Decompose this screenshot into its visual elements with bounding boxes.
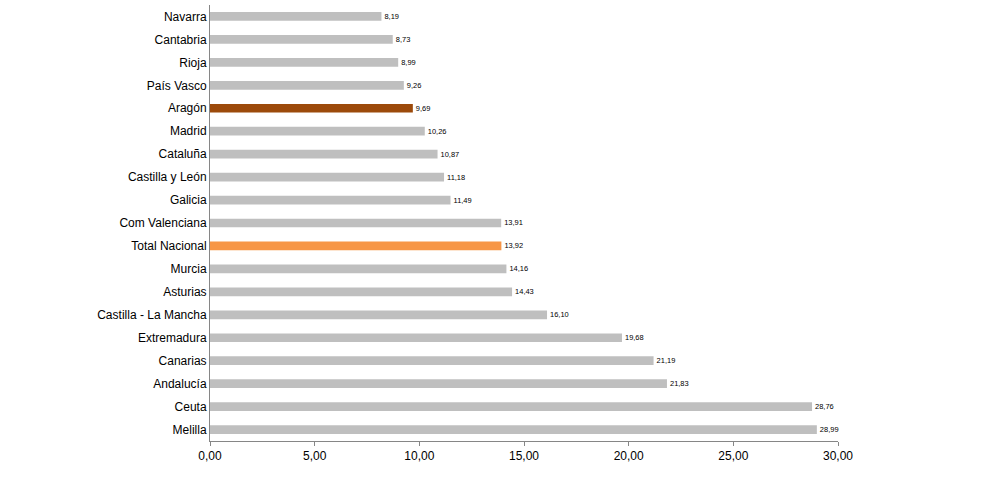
- svg-text:Cantabria: Cantabria: [155, 33, 207, 47]
- svg-text:10,87: 10,87: [441, 150, 460, 159]
- svg-text:0,00: 0,00: [198, 449, 222, 463]
- svg-text:10,26: 10,26: [428, 127, 447, 136]
- svg-text:Ceuta: Ceuta: [175, 400, 207, 414]
- svg-text:Aragón: Aragón: [168, 101, 207, 115]
- svg-text:13,91: 13,91: [504, 218, 523, 227]
- svg-text:Galicia: Galicia: [170, 193, 207, 207]
- svg-text:13,92: 13,92: [504, 241, 523, 250]
- svg-text:Canarias: Canarias: [159, 354, 207, 368]
- svg-text:14,16: 14,16: [509, 264, 528, 273]
- svg-text:11,49: 11,49: [454, 196, 472, 205]
- svg-text:30,00: 30,00: [823, 449, 853, 463]
- svg-text:14,43: 14,43: [515, 287, 534, 296]
- svg-text:Castilla y León: Castilla y León: [128, 170, 207, 184]
- svg-text:11,18: 11,18: [447, 173, 465, 182]
- svg-text:Navarra: Navarra: [164, 10, 207, 24]
- svg-text:8,73: 8,73: [396, 35, 411, 44]
- svg-text:28,76: 28,76: [815, 402, 834, 411]
- svg-text:Castilla - La Mancha: Castilla - La Mancha: [97, 308, 207, 322]
- svg-text:Murcia: Murcia: [171, 262, 207, 276]
- svg-text:País Vasco: País Vasco: [147, 79, 207, 93]
- svg-text:9,26: 9,26: [407, 81, 422, 90]
- svg-text:9,69: 9,69: [416, 104, 431, 113]
- svg-text:15,00: 15,00: [509, 449, 539, 463]
- svg-text:20,00: 20,00: [614, 449, 644, 463]
- svg-text:28,99: 28,99: [820, 425, 839, 434]
- svg-text:16,10: 16,10: [550, 310, 569, 319]
- svg-text:25,00: 25,00: [718, 449, 748, 463]
- svg-text:8,19: 8,19: [384, 12, 399, 21]
- svg-text:5,00: 5,00: [303, 449, 327, 463]
- svg-text:Extremadura: Extremadura: [138, 331, 207, 345]
- svg-text:Asturias: Asturias: [163, 285, 206, 299]
- svg-text:8,99: 8,99: [401, 58, 416, 67]
- svg-text:Rioja: Rioja: [179, 56, 207, 70]
- svg-text:10,00: 10,00: [404, 449, 434, 463]
- svg-text:Com Valenciana: Com Valenciana: [119, 216, 206, 230]
- svg-text:Andalucía: Andalucía: [153, 377, 207, 391]
- svg-text:Madrid: Madrid: [170, 124, 207, 138]
- svg-text:19,68: 19,68: [625, 333, 644, 342]
- svg-text:Melilla: Melilla: [173, 423, 207, 437]
- svg-text:Total Nacional: Total Nacional: [131, 239, 206, 253]
- svg-text:Cataluña: Cataluña: [159, 147, 207, 161]
- svg-text:21,83: 21,83: [670, 379, 689, 388]
- svg-text:21,19: 21,19: [657, 356, 676, 365]
